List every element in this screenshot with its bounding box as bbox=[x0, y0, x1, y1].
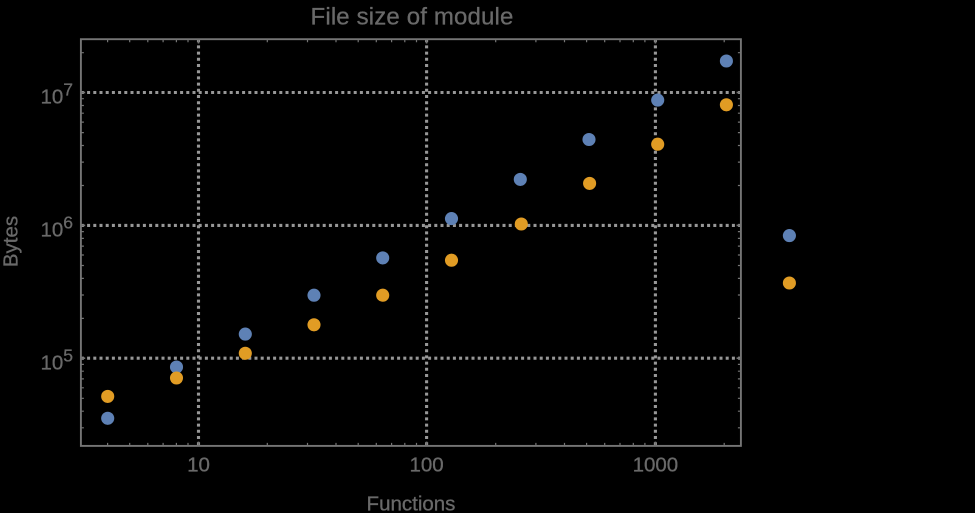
svg-text:107: 107 bbox=[40, 80, 73, 109]
svg-text:106: 106 bbox=[40, 213, 73, 242]
svg-text:10: 10 bbox=[187, 454, 210, 477]
svg-text:100: 100 bbox=[409, 454, 443, 477]
svg-text:Bytes: Bytes bbox=[0, 216, 23, 267]
svg-text:1000: 1000 bbox=[633, 454, 679, 477]
svg-text:File size of module: File size of module bbox=[311, 3, 514, 30]
svg-text:Functions: Functions bbox=[367, 492, 456, 513]
svg-text:105: 105 bbox=[40, 345, 73, 374]
